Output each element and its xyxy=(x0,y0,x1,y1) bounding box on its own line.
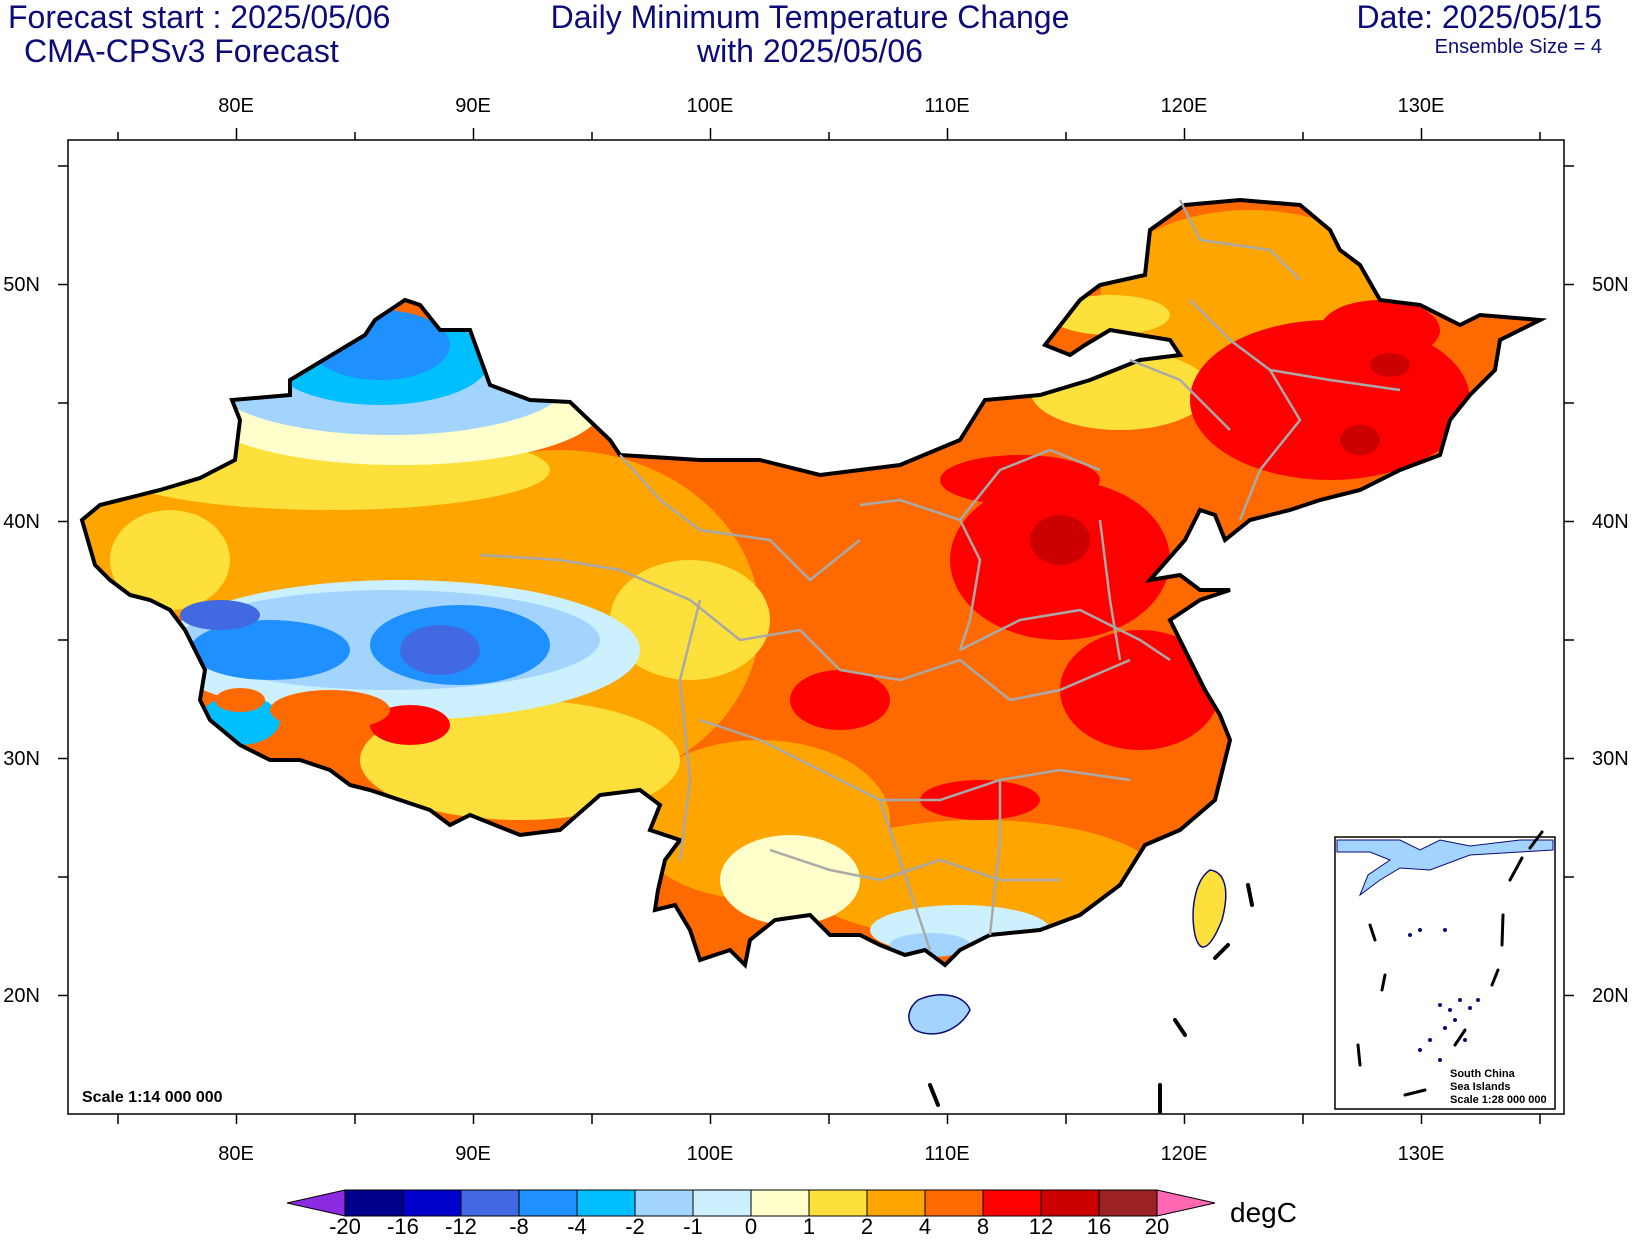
province-borders xyxy=(479,199,1401,951)
latitude-labels-right: 50N 40N 30N 20N xyxy=(1592,274,1629,1007)
colorbar-swatch xyxy=(576,1189,636,1217)
colorbar-label: 16 xyxy=(1087,1214,1111,1239)
date-label: Date: 2025/05/15 xyxy=(1356,0,1602,35)
colorbar-unit: degC xyxy=(1230,1197,1297,1228)
colorbar-label: -1 xyxy=(683,1214,703,1239)
lat-label-left: 20N xyxy=(3,985,40,1007)
colorbar-label: -8 xyxy=(509,1214,529,1239)
colorbar-swatch xyxy=(1098,1189,1158,1217)
colorbar-swatch xyxy=(866,1189,926,1217)
colorbar-label: -20 xyxy=(329,1214,361,1239)
colorbar-swatch xyxy=(692,1189,752,1217)
lat-label-left: 40N xyxy=(3,511,40,533)
colorbar-label: 4 xyxy=(919,1214,931,1239)
taiwan-island xyxy=(1192,869,1227,948)
colorbar-swatch xyxy=(402,1189,462,1217)
south-china-sea-inset: South China Sea Islands Scale 1:28 000 0… xyxy=(1334,830,1556,1110)
colorbar-label: 2 xyxy=(861,1214,873,1239)
colorbar-swatch xyxy=(634,1189,694,1217)
ensemble-size-label: Ensemble Size = 4 xyxy=(1434,36,1602,58)
colorbar-swatch xyxy=(1040,1189,1100,1217)
title-line-1: Daily Minimum Temperature Change xyxy=(550,0,1070,35)
map-scale-label: Scale 1:14 000 000 xyxy=(82,1089,223,1106)
lon-label-bottom: 130E xyxy=(1398,1143,1445,1165)
colorbar-label: 12 xyxy=(1029,1214,1053,1239)
colorbar-label: -12 xyxy=(445,1214,477,1239)
colorbar-label: 0 xyxy=(745,1214,757,1239)
lon-label-bottom: 120E xyxy=(1161,1143,1208,1165)
colorbar-swatch xyxy=(518,1189,578,1217)
axis-ticks xyxy=(58,128,1574,1124)
lat-label-right: 20N xyxy=(1592,985,1629,1007)
color-bar: -20 -16 -12 -8 -4 -2 -1 0 1 2 4 8 12 16 20 xyxy=(286,1189,1216,1239)
lon-label-bottom: 80E xyxy=(218,1143,254,1165)
colorbar-under-arrow xyxy=(286,1189,346,1217)
colorbar-label: -2 xyxy=(625,1214,645,1239)
lat-label-left: 50N xyxy=(3,274,40,296)
longitude-labels-top: 80E 90E 100E 110E 120E 130E xyxy=(218,95,1444,117)
colorbar-swatch xyxy=(924,1189,984,1217)
inset-scale: Scale 1:28 000 000 xyxy=(1450,1094,1547,1106)
lat-label-right: 30N xyxy=(1592,748,1629,770)
colorbar-label: 20 xyxy=(1145,1214,1169,1239)
inset-subtitle: Sea Islands xyxy=(1450,1081,1511,1093)
lon-label-bottom: 100E xyxy=(687,1143,734,1165)
lon-label-bottom: 90E xyxy=(455,1143,491,1165)
maritime-boundary-dashes xyxy=(928,883,1254,1114)
colorbar-swatch xyxy=(460,1189,520,1217)
lon-label-top: 80E xyxy=(218,95,254,117)
lat-label-right: 50N xyxy=(1592,274,1629,296)
colorbar-swatch xyxy=(982,1189,1042,1217)
lon-label-top: 90E xyxy=(455,95,491,117)
lon-label-top: 130E xyxy=(1398,95,1445,117)
colorbar-swatch xyxy=(750,1189,810,1217)
colorbar-over-arrow xyxy=(1156,1189,1216,1217)
lon-label-bottom: 110E xyxy=(924,1143,969,1165)
forecast-start-label: Forecast start : 2025/05/06 xyxy=(8,0,391,35)
lat-label-right: 40N xyxy=(1592,511,1629,533)
lon-label-top: 100E xyxy=(687,95,734,117)
lat-label-left: 30N xyxy=(3,748,40,770)
colorbar-swatch xyxy=(808,1189,868,1217)
colorbar-label: -16 xyxy=(387,1214,419,1239)
inset-title: South China xyxy=(1450,1068,1516,1080)
lon-label-top: 120E xyxy=(1161,95,1208,117)
longitude-labels-bottom: 80E 90E 100E 110E 120E 130E xyxy=(218,1143,1444,1165)
title-line-2: with 2025/05/06 xyxy=(697,33,923,69)
colorbar-label: -4 xyxy=(567,1214,587,1239)
model-label: CMA-CPSv3 Forecast xyxy=(24,33,339,69)
lon-label-top: 110E xyxy=(924,95,969,117)
colorbar-label: 1 xyxy=(803,1214,815,1239)
hainan-island xyxy=(908,994,971,1035)
colorbar-label: 8 xyxy=(977,1214,989,1239)
colorbar-swatch xyxy=(344,1189,404,1217)
latitude-labels-left: 50N 40N 30N 20N xyxy=(3,274,40,1007)
